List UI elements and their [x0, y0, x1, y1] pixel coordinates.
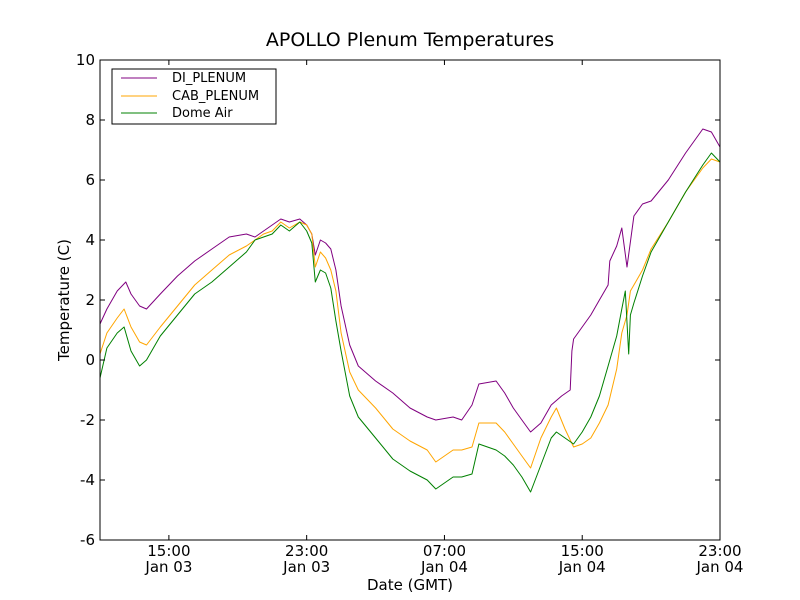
series-layer	[100, 128, 720, 493]
y-tick-label: -2	[80, 411, 95, 429]
y-tick-label: 6	[85, 171, 95, 189]
series-line-dome-air	[100, 152, 720, 493]
x-tick-label-date: Jan 04	[696, 558, 744, 576]
x-tick-label-time: 07:00	[423, 542, 466, 560]
y-axis-label: Temperature (C)	[55, 239, 73, 362]
y-tick-label: 2	[85, 291, 95, 309]
x-tick-label-time: 15:00	[147, 542, 190, 560]
x-tick-label-date: Jan 03	[144, 558, 192, 576]
x-tick-label-time: 23:00	[285, 542, 328, 560]
series-line-di-plenum	[100, 128, 720, 433]
y-axis-ticks: -6 -4 -2 0 2 4 6 8 10	[76, 51, 720, 549]
x-tick-label-time: 23:00	[698, 542, 741, 560]
x-tick-label-date: Jan 03	[282, 558, 330, 576]
legend-label-di-plenum: DI_PLENUM	[172, 71, 246, 86]
x-tick-label-time: 15:00	[561, 542, 604, 560]
series-line-cab-plenum	[100, 158, 720, 469]
y-tick-label: -6	[80, 531, 95, 549]
y-tick-label: 4	[85, 231, 95, 249]
y-tick-label: 8	[85, 111, 95, 129]
legend-label-cab-plenum: CAB_PLENUM	[172, 89, 259, 104]
y-tick-label: 0	[85, 351, 95, 369]
y-tick-label: -4	[80, 471, 95, 489]
legend: DI_PLENUM CAB_PLENUM Dome Air	[111, 68, 277, 125]
chart-title: APOLLO Plenum Temperatures	[266, 29, 554, 51]
y-tick-label: 10	[76, 51, 95, 69]
x-tick-label-date: Jan 04	[558, 558, 606, 576]
x-tick-label-date: Jan 04	[420, 558, 468, 576]
x-axis-label: Date (GMT)	[367, 576, 453, 594]
legend-label-dome-air: Dome Air	[172, 106, 233, 121]
